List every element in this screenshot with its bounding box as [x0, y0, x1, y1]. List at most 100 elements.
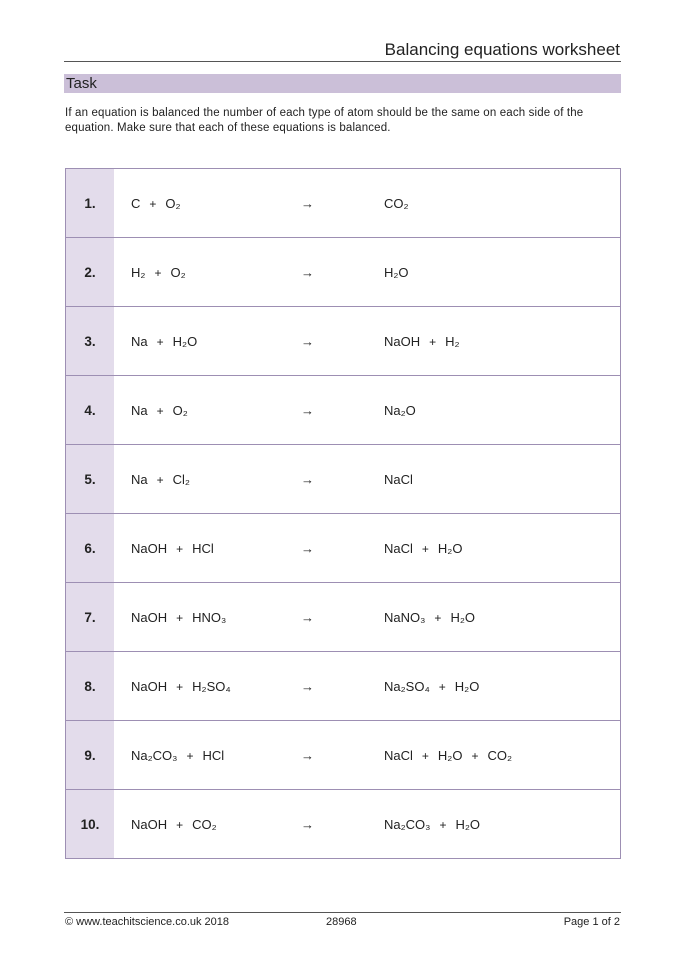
reactant: H₂O — [172, 333, 198, 349]
equation-reactants: C + O₂ — [114, 168, 301, 238]
reactant: NaOH — [131, 678, 168, 694]
reactant: Na — [131, 471, 148, 487]
arrow-icon: → — [301, 789, 381, 859]
reactant: Na — [131, 402, 148, 418]
reactant: HCl — [202, 747, 225, 763]
arrow-icon: → — [301, 168, 381, 238]
equation-products: Na₂CO₃ + H₂O — [381, 789, 621, 859]
arrow-icon: → — [301, 375, 381, 445]
footer-code: 28968 — [326, 916, 357, 928]
equation-row: 5. Na + Cl₂ → NaCl — [65, 444, 621, 514]
reactant: H₂ — [131, 264, 146, 280]
equation-row: 4. Na + O₂ → Na₂O — [65, 375, 621, 445]
reactant: HNO₃ — [192, 609, 227, 625]
equation-products: NaOH + H₂ — [381, 306, 621, 376]
product: H₂O — [454, 678, 480, 694]
equation-row: 1. C + O₂ → CO₂ — [65, 168, 621, 238]
reactant: CO₂ — [192, 816, 217, 832]
arrow-icon: → — [301, 651, 381, 721]
product: CO₂ — [487, 747, 513, 763]
reactant: NaOH — [131, 816, 168, 832]
product: H₂O — [437, 747, 463, 763]
footer-page-number: Page 1 of 2 — [563, 916, 620, 928]
reactant: NaOH — [131, 609, 168, 625]
header-rule — [64, 61, 621, 62]
equation-row: 8. NaOH + H₂SO₄ → Na₂SO₄ + H₂O — [65, 651, 621, 721]
product: H₂O — [455, 816, 481, 832]
plus-sign: + — [434, 610, 442, 625]
equation-reactants: NaOH + H₂SO₄ — [114, 651, 301, 721]
product: NaOH — [384, 333, 421, 349]
reactant: Na — [131, 333, 148, 349]
reactant: HCl — [192, 540, 214, 556]
equations-table: 1. C + O₂ → CO₂ 2. H₂ + O₂ → H₂O 3. Na + H₂O → NaOH + H₂ 4. N… — [65, 168, 621, 859]
document-title: Balancing equations worksheet — [384, 40, 620, 59]
equation-number: 6. — [65, 513, 114, 583]
arrow-icon: → — [301, 582, 381, 652]
plus-sign: + — [176, 679, 184, 694]
product: H₂O — [437, 540, 463, 556]
reactant: H₂SO₄ — [192, 678, 231, 694]
plus-sign: + — [421, 541, 429, 556]
equation-reactants: Na + O₂ — [114, 375, 301, 445]
reactant: Na₂CO₃ — [131, 747, 178, 763]
product: Na₂SO₄ — [384, 678, 430, 694]
plus-sign: + — [438, 679, 446, 694]
task-heading: Task — [64, 74, 621, 93]
product: NaCl — [384, 471, 413, 487]
product: NaNO₃ — [384, 609, 426, 625]
reactant: O₂ — [165, 195, 181, 211]
reactant: O₂ — [170, 264, 186, 280]
equation-products: Na₂O — [381, 375, 621, 445]
equation-number: 4. — [65, 375, 114, 445]
plus-sign: + — [156, 334, 164, 349]
arrow-icon: → — [301, 720, 381, 790]
equation-reactants: Na₂CO₃ + HCl — [114, 720, 301, 790]
equation-products: Na₂SO₄ + H₂O — [381, 651, 621, 721]
equation-products: NaCl + H₂O — [381, 513, 621, 583]
reactant: NaOH — [131, 540, 168, 556]
arrow-icon: → — [301, 306, 381, 376]
equation-products: CO₂ — [381, 168, 621, 238]
plus-sign: + — [149, 196, 157, 211]
product: NaCl — [384, 540, 413, 556]
product: Na₂O — [384, 402, 416, 418]
arrow-icon: → — [301, 513, 381, 583]
plus-sign: + — [421, 748, 429, 763]
equation-number: 8. — [65, 651, 114, 721]
equation-row: 9. Na₂CO₃ + HCl → NaCl + H₂O + CO₂ — [65, 720, 621, 790]
reactant: O₂ — [172, 402, 188, 418]
product: H₂O — [384, 264, 409, 280]
footer-rule — [64, 912, 621, 913]
plus-sign: + — [429, 334, 437, 349]
product: NaCl — [384, 747, 413, 763]
equation-reactants: Na + Cl₂ — [114, 444, 301, 514]
reactant: C — [131, 195, 141, 211]
equation-products: NaCl + H₂O + CO₂ — [381, 720, 621, 790]
equation-number: 10. — [65, 789, 114, 859]
equation-number: 7. — [65, 582, 114, 652]
product: H₂ — [445, 333, 460, 349]
product: H₂O — [450, 609, 475, 625]
equation-reactants: H₂ + O₂ — [114, 237, 301, 307]
equation-row: 6. NaOH + HCl → NaCl + H₂O — [65, 513, 621, 583]
equation-number: 1. — [65, 168, 114, 238]
product: Na₂CO₃ — [384, 816, 431, 832]
equation-products: NaNO₃ + H₂O — [381, 582, 621, 652]
plus-sign: + — [439, 817, 447, 832]
equation-number: 9. — [65, 720, 114, 790]
equation-row: 3. Na + H₂O → NaOH + H₂ — [65, 306, 621, 376]
plus-sign: + — [176, 817, 184, 832]
equation-products: NaCl — [381, 444, 621, 514]
equation-number: 2. — [65, 237, 114, 307]
equation-reactants: Na + H₂O — [114, 306, 301, 376]
reactant: Cl₂ — [172, 471, 190, 487]
plus-sign: + — [156, 403, 164, 418]
equation-reactants: NaOH + HCl — [114, 513, 301, 583]
task-instructions: If an equation is balanced the number of… — [65, 107, 584, 134]
plus-sign: + — [176, 610, 184, 625]
plus-sign: + — [471, 748, 479, 763]
equation-row: 7. NaOH + HNO₃ → NaNO₃ + H₂O — [65, 582, 621, 652]
equation-number: 5. — [65, 444, 114, 514]
product: CO₂ — [384, 195, 409, 211]
